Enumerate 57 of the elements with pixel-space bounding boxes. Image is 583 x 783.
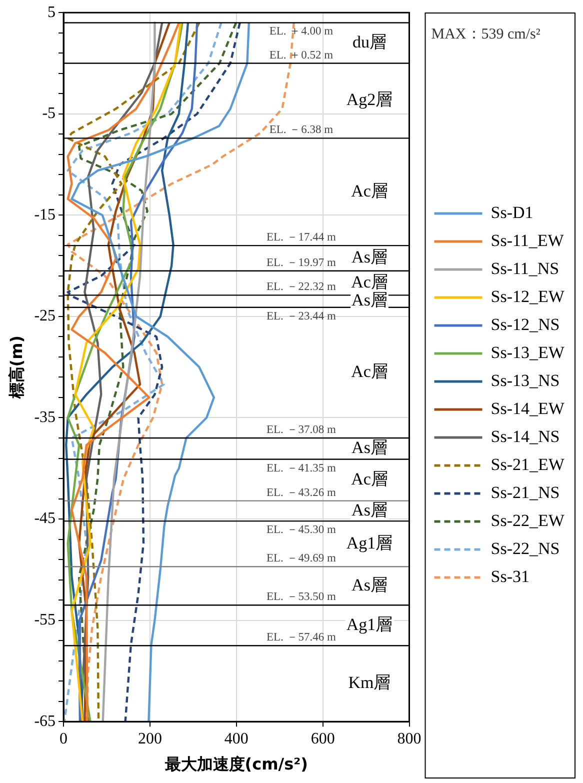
legend-label: Ss-11_EW <box>490 230 565 250</box>
annotation: As層 <box>352 500 388 520</box>
y-tick-label: -65 <box>34 712 56 730</box>
x-tick-label: 800 <box>397 730 422 748</box>
annotation: As層 <box>352 290 388 310</box>
legend-label: Ss-12_NS <box>490 314 560 334</box>
annotation: As層 <box>352 575 388 594</box>
legend-label: Ss-21_EW <box>490 454 566 474</box>
x-tick-label: 0 <box>60 730 68 748</box>
legend-label: Ss-31 <box>490 566 530 586</box>
x-axis-title: 最大加速度(cm/s²) <box>164 754 308 774</box>
ref-line-label: EL. －23.44 m <box>266 310 336 322</box>
ref-line-label: EL. －57.46 m <box>266 632 336 644</box>
y-tick-label: -25 <box>34 308 56 325</box>
ref-line-label: EL. －41.35 m <box>266 462 336 474</box>
annotation: Ag1層 <box>346 614 393 634</box>
annotation: Ag2層 <box>346 90 393 110</box>
y-tick-label: -5 <box>42 105 56 122</box>
y-axis-title: 標高(m) <box>6 335 26 400</box>
legend-label: Ss-D1 <box>490 202 534 222</box>
legend-label: Ss-21_NS <box>490 482 560 502</box>
annotation: Ac層 <box>351 470 388 488</box>
annotation: As層 <box>352 438 388 458</box>
annotation: Ac層 <box>351 272 388 292</box>
ref-line-label: EL. －37.08 m <box>266 424 336 436</box>
legend-label: Ss-14_EW <box>490 398 566 418</box>
annotation: du層 <box>352 32 386 52</box>
x-tick-label: 400 <box>224 730 248 748</box>
annotation: Ag1層 <box>346 533 393 552</box>
annotation: As層 <box>352 248 388 267</box>
legend-label: Ss-12_EW <box>490 286 566 306</box>
y-tick-label: 5 <box>48 4 56 21</box>
ref-line-label: EL. －22.32 m <box>266 281 336 294</box>
annotation: Ac層 <box>351 181 388 200</box>
y-tick-label: -45 <box>34 510 56 528</box>
annotation: Ac層 <box>351 362 388 382</box>
ref-line-label: EL. －19.97 m <box>266 256 336 269</box>
ref-line-label: EL. ＋4.00 m <box>269 26 334 38</box>
legend-label: Ss-22_EW <box>490 510 566 530</box>
ref-line-label: EL. －53.50 m <box>266 591 336 604</box>
ref-line-label: EL. －43.26 m <box>266 486 336 499</box>
x-tick-label: 200 <box>138 730 162 748</box>
legend-label: Ss-11_NS <box>490 258 560 278</box>
legend-label: Ss-22_NS <box>490 538 560 558</box>
legend-label: Ss-14_NS <box>490 426 560 446</box>
text: MAX：539 cm/s² <box>431 26 541 43</box>
x-tick-label: 600 <box>310 730 335 748</box>
ref-line-label: EL. －45.30 m <box>266 524 336 536</box>
ref-line-label: EL. －49.69 m <box>266 552 336 565</box>
y-tick-label: -15 <box>34 206 56 224</box>
legend-label: Ss-13_NS <box>490 370 560 390</box>
ref-line-label: EL. －6.38 m <box>269 124 334 136</box>
y-tick-label: -35 <box>34 408 56 426</box>
ref-line-label: EL. －17.44 m <box>266 232 336 244</box>
annotation: Km層 <box>348 673 391 692</box>
legend-label: Ss-13_EW <box>490 342 566 362</box>
y-tick-label: -55 <box>34 612 56 629</box>
